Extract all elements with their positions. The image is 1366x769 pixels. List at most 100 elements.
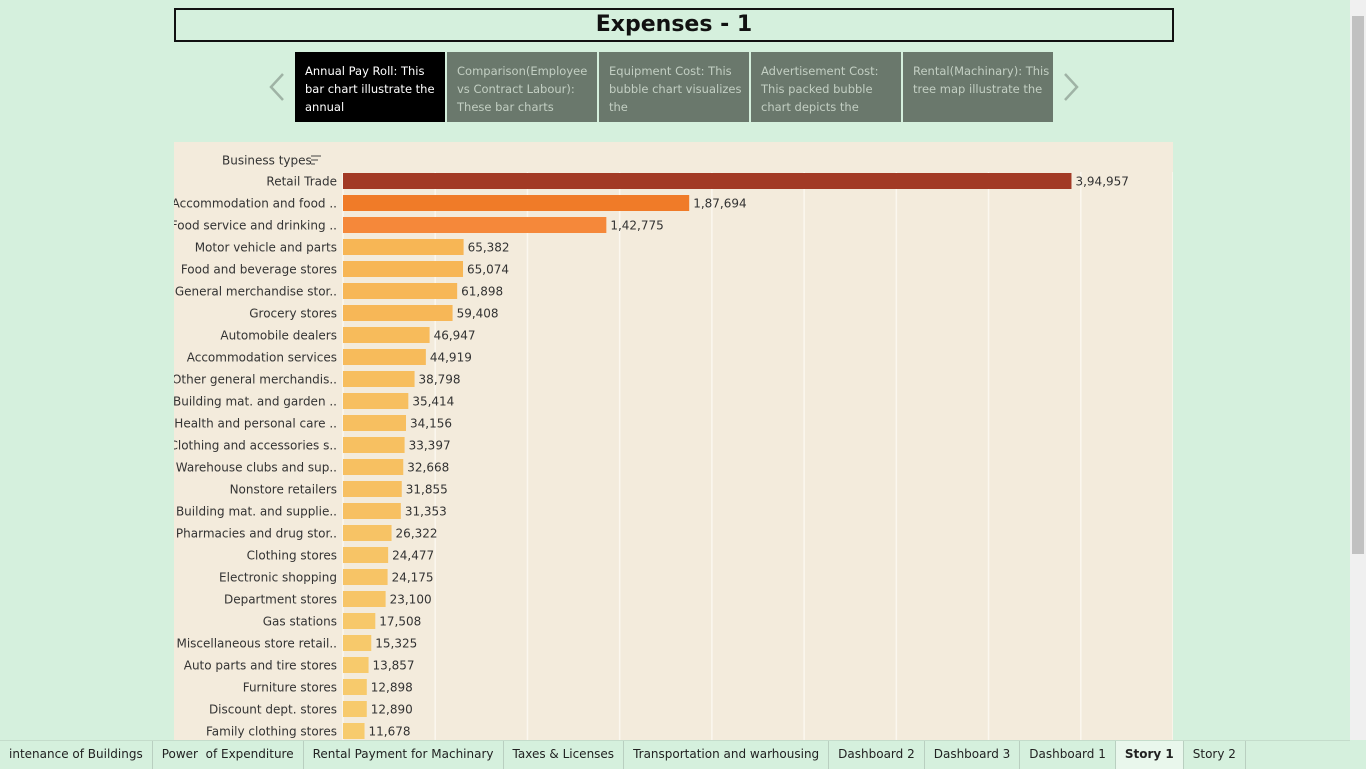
- value-label: 33,397: [409, 439, 451, 453]
- value-label: 65,074: [467, 263, 509, 277]
- story-point[interactable]: Annual Pay Roll: This bar chart illustra…: [295, 52, 445, 122]
- sheet-tab[interactable]: Dashboard 2: [829, 741, 925, 769]
- value-label: 38,798: [419, 373, 461, 387]
- bar: [343, 239, 464, 255]
- y-axis-label: Business types: [222, 154, 312, 168]
- bar: [343, 679, 367, 695]
- bar: [343, 525, 392, 541]
- value-label: 1,87,694: [693, 197, 746, 211]
- y-tick-label: Food service and drinking ..: [174, 219, 337, 233]
- y-tick-label: Pharmacies and drug stor..: [176, 527, 337, 541]
- value-label: 1,42,775: [610, 219, 663, 233]
- value-label: 23,100: [390, 593, 432, 607]
- value-label: 65,382: [468, 241, 510, 255]
- sheet-tab[interactable]: Transportation and warhousing: [624, 741, 830, 769]
- sort-icon[interactable]: [311, 155, 321, 165]
- value-label: 61,898: [461, 285, 503, 299]
- chart-bg: [174, 142, 1173, 740]
- value-label: 12,890: [371, 703, 413, 717]
- y-tick-label: Building mat. and garden ..: [174, 395, 337, 409]
- sheet-tab[interactable]: Dashboard 1: [1020, 741, 1116, 769]
- value-label: 34,156: [410, 417, 452, 431]
- y-tick-label: Clothing stores: [247, 549, 337, 563]
- y-tick-label: Accommodation and food ..: [174, 197, 337, 211]
- y-tick-label: Gas stations: [263, 615, 337, 629]
- y-tick-label: Retail Trade: [266, 175, 337, 189]
- value-label: 17,508: [379, 615, 421, 629]
- story-point[interactable]: Comparison(Employee vs Contract Labour):…: [447, 52, 597, 122]
- bar: [343, 569, 388, 585]
- bar: [343, 217, 607, 233]
- sheet-tab[interactable]: Story 1: [1115, 741, 1184, 769]
- value-label: 35,414: [412, 395, 454, 409]
- story-point[interactable]: Equipment Cost: This bubble chart visual…: [599, 52, 749, 122]
- bar: [343, 261, 464, 277]
- y-tick-label: Building mat. and supplie..: [176, 505, 337, 519]
- value-label: 46,947: [434, 329, 476, 343]
- chart: Business types Retail Trade 3,94,957 Accom…: [174, 142, 1173, 740]
- story-point[interactable]: Rental(Machinary): This tree map illustr…: [903, 52, 1053, 122]
- y-tick-label: Miscellaneous store retail..: [176, 637, 337, 651]
- next-arrow[interactable]: [1060, 72, 1082, 102]
- y-tick-label: Other general merchandis..: [174, 373, 337, 387]
- y-tick-label: Furniture stores: [243, 681, 337, 695]
- bar: [343, 657, 369, 673]
- y-tick-label: Warehouse clubs and sup..: [176, 461, 337, 475]
- y-tick-label: Department stores: [224, 593, 337, 607]
- bar: [343, 437, 405, 453]
- sheet-tab[interactable]: Story 2: [1184, 741, 1246, 769]
- bar: [343, 503, 401, 519]
- bar: [343, 305, 453, 321]
- bar: [343, 195, 690, 211]
- sheet-tab[interactable]: Dashboard 3: [925, 741, 1021, 769]
- scroll-thumb[interactable]: [1352, 16, 1364, 554]
- bar: [343, 635, 372, 651]
- bar: [343, 723, 365, 739]
- bar: [343, 283, 458, 299]
- value-label: 15,325: [375, 637, 417, 651]
- y-tick-label: Nonstore retailers: [230, 483, 337, 497]
- bar: [343, 547, 389, 563]
- bar: [343, 327, 430, 343]
- sheet-tab[interactable]: Rental Payment for Machinary: [304, 741, 504, 769]
- value-label: 3,94,957: [1075, 175, 1128, 189]
- story-point[interactable]: Advertisement Cost: This packed bubble c…: [751, 52, 901, 122]
- y-tick-label: Accommodation services: [187, 351, 337, 365]
- value-label: 11,678: [369, 725, 411, 739]
- bar: [343, 349, 426, 365]
- value-label: 44,919: [430, 351, 472, 365]
- prev-arrow[interactable]: [266, 72, 288, 102]
- bar: [343, 591, 386, 607]
- bar: [343, 701, 367, 717]
- y-tick-label: Food and beverage stores: [181, 263, 337, 277]
- bar: [343, 415, 406, 431]
- bar: [343, 393, 409, 409]
- y-tick-label: Auto parts and tire stores: [184, 659, 337, 673]
- story-title: Expenses - 1: [174, 8, 1174, 42]
- value-label: 24,477: [392, 549, 434, 563]
- y-tick-label: Electronic shopping: [219, 571, 337, 585]
- sheet-tab[interactable]: intenance of Buildings: [0, 741, 153, 769]
- bar: [343, 371, 415, 387]
- bar: [343, 613, 376, 629]
- value-label: 31,855: [406, 483, 448, 497]
- bar: [343, 173, 1072, 189]
- value-label: 59,408: [457, 307, 499, 321]
- value-label: 32,668: [407, 461, 449, 475]
- y-tick-label: Grocery stores: [249, 307, 337, 321]
- y-tick-label: General merchandise stor..: [175, 285, 337, 299]
- y-tick-label: Motor vehicle and parts: [195, 241, 337, 255]
- bar: [343, 481, 402, 497]
- value-label: 31,353: [405, 505, 447, 519]
- sheet-tab[interactable]: Taxes & Licenses: [504, 741, 625, 769]
- value-label: 12,898: [371, 681, 413, 695]
- sheet-tab[interactable]: Power of Expenditure: [153, 741, 304, 769]
- value-label: 13,857: [373, 659, 415, 673]
- y-tick-label: Health and personal care ..: [174, 417, 337, 431]
- y-tick-label: Automobile dealers: [220, 329, 337, 343]
- story-points: Annual Pay Roll: This bar chart illustra…: [295, 52, 1053, 122]
- bar: [343, 459, 404, 475]
- y-tick-label: Clothing and accessories s..: [174, 439, 337, 453]
- y-tick-label: Discount dept. stores: [209, 703, 337, 717]
